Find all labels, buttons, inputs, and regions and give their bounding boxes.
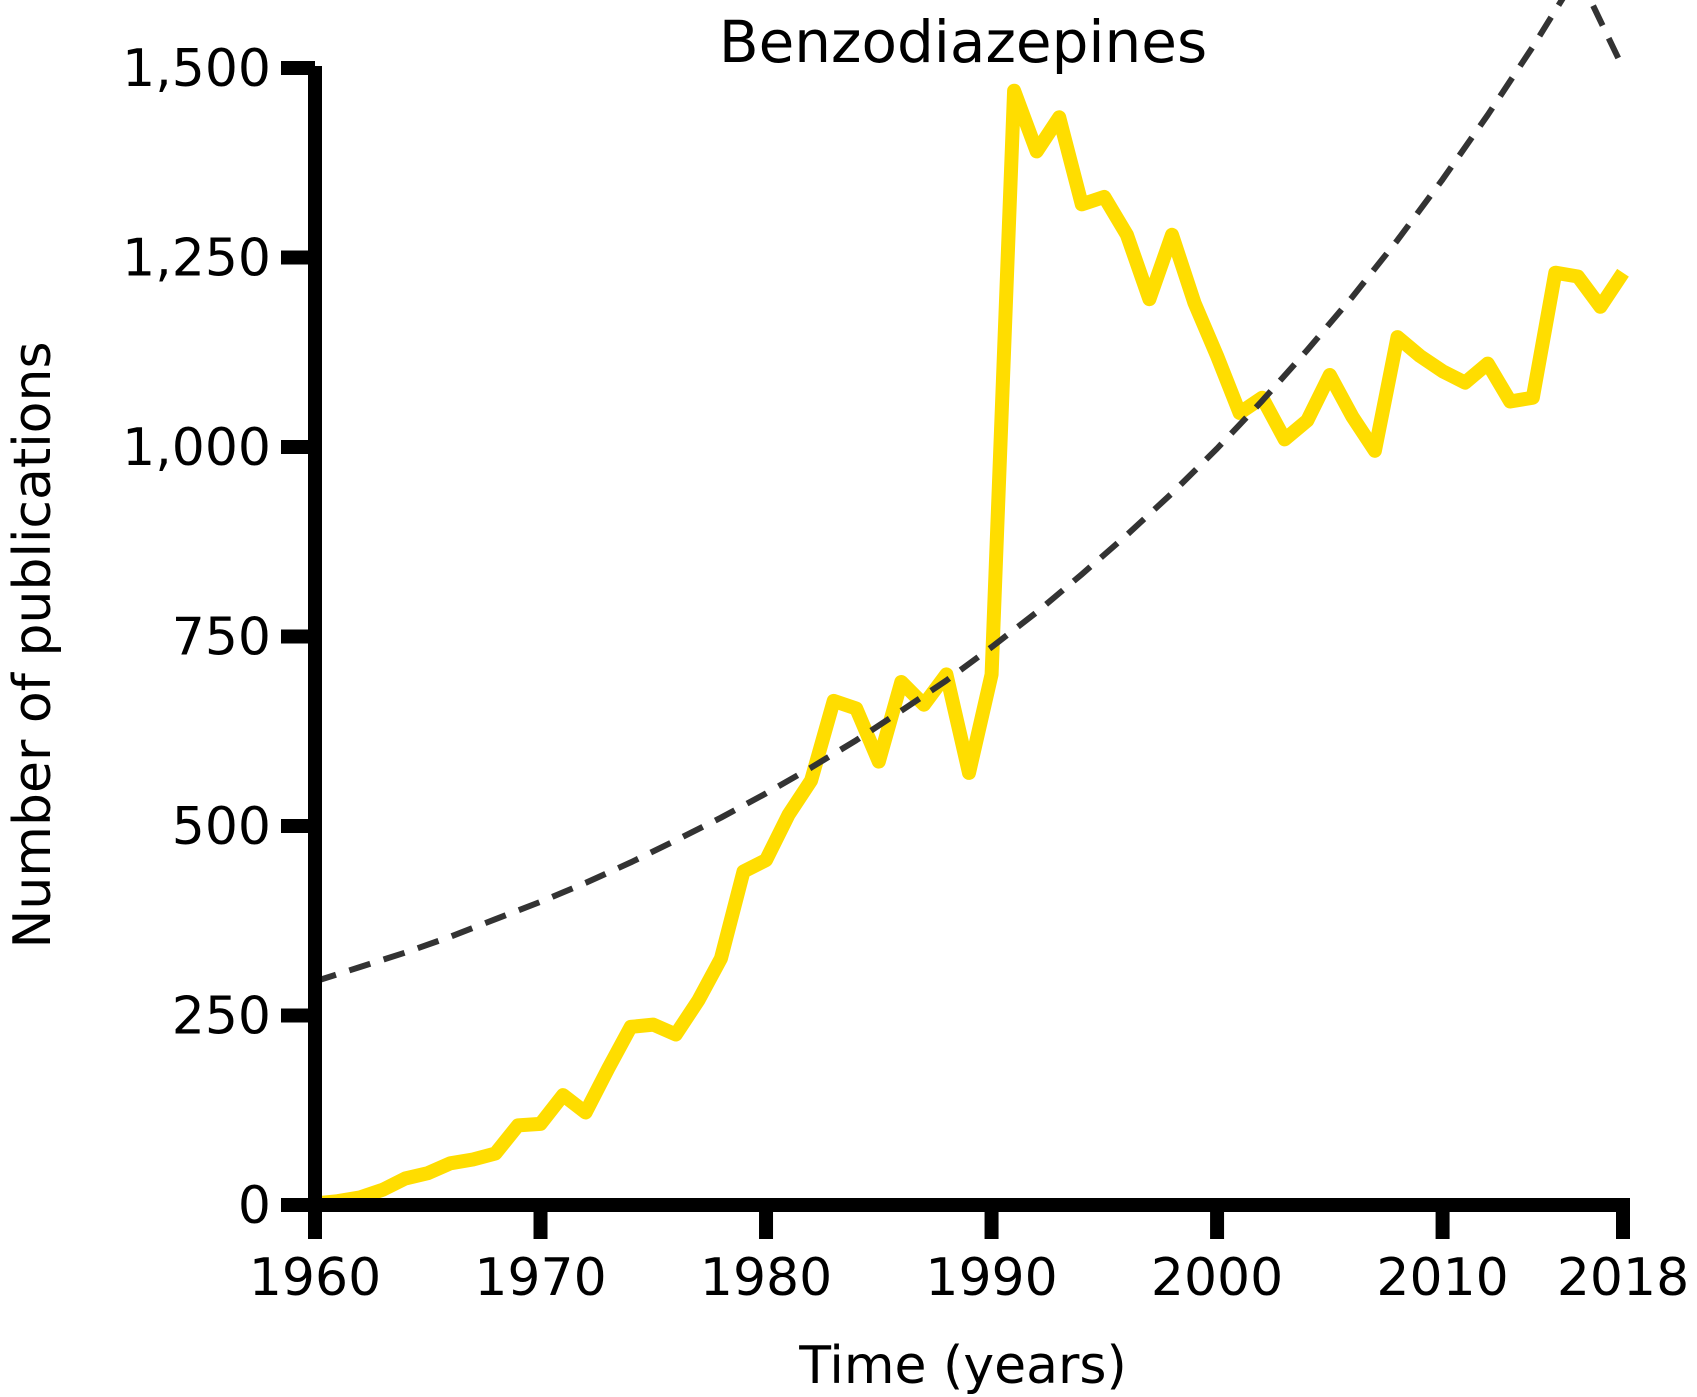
x-tick-label: 1990	[925, 1248, 1057, 1308]
x-tick-label: 1970	[474, 1248, 606, 1308]
x-tick-label: 1960	[249, 1248, 381, 1308]
y-tick-label: 250	[172, 987, 271, 1047]
publications-line	[314, 83, 1629, 1211]
y-tick-label: 0	[238, 1176, 271, 1236]
fit-curve-line	[314, 0, 1626, 985]
y-tick-label: 1,250	[122, 229, 271, 289]
x-tick-label: 2018	[1557, 1248, 1689, 1308]
y-tick-label: 750	[172, 608, 271, 668]
x-tick-label: 2010	[1376, 1248, 1508, 1308]
y-tick-label: 1,000	[122, 418, 271, 478]
x-tick-label: 2000	[1151, 1248, 1283, 1308]
y-axis-label: Number of publications	[3, 341, 63, 948]
y-tick-label: 1,500	[122, 39, 271, 99]
y-tick-label: 500	[172, 797, 271, 857]
chart-title: Benzodiazepines	[719, 8, 1207, 76]
x-tick-label: 1980	[700, 1248, 832, 1308]
x-axis-label: Time (years)	[798, 1336, 1126, 1396]
